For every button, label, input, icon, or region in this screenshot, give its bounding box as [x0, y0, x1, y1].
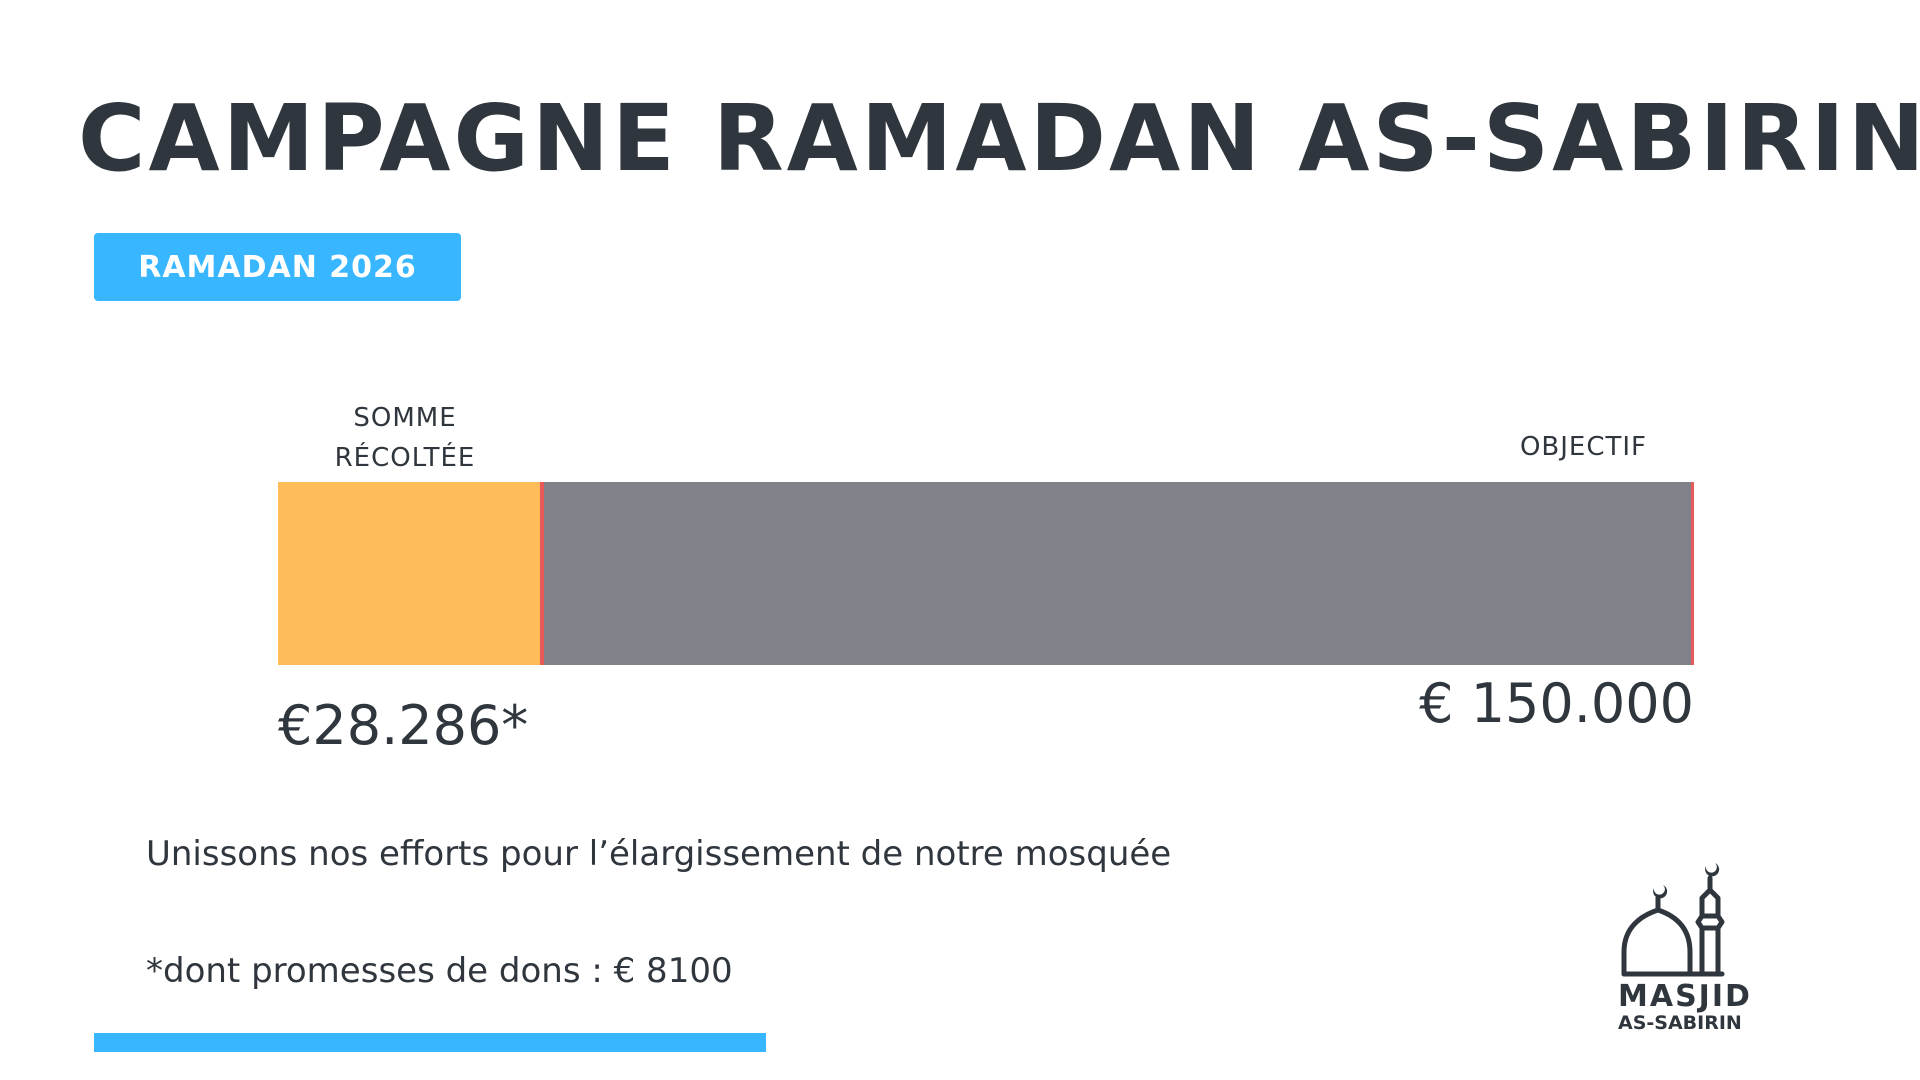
raised-label-line2: RÉCOLTÉE: [334, 443, 476, 473]
goal-amount: € 150.000: [1419, 672, 1694, 735]
pledges-note: *dont promesses de dons : € 8100: [146, 951, 733, 991]
raised-label-line1: SOMME: [353, 403, 457, 433]
year-badge: RAMADAN 2026: [94, 233, 461, 301]
mosque-icon: [1621, 863, 1725, 977]
progress-bar: [278, 482, 1694, 665]
raised-amount: €28.286*: [278, 694, 529, 757]
tagline: Unissons nos efforts pour l’élargissemen…: [146, 834, 1172, 874]
page-title: CAMPAGNE RAMADAN AS-SABIRIN: [78, 85, 1920, 192]
progress-bar-fill: [278, 482, 545, 665]
raised-label: SOMME RÉCOLTÉE: [290, 398, 520, 478]
goal-label: OBJECTIF: [1519, 432, 1647, 462]
masjid-logo: MASJID AS-SABIRIN: [1618, 858, 1768, 1038]
accent-divider: [94, 1033, 766, 1052]
logo-subtitle: AS-SABIRIN: [1618, 1012, 1742, 1034]
logo-name: MASJID: [1618, 979, 1752, 1014]
